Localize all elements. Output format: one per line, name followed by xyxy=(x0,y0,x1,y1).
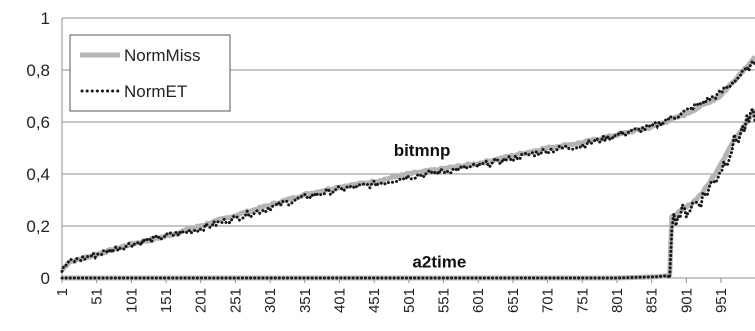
y-tick-label: 0,8 xyxy=(26,61,50,80)
x-tick-label: 501 xyxy=(401,288,418,313)
x-tick-label: 1 xyxy=(54,288,71,296)
x-tick-label: 151 xyxy=(158,288,175,313)
annotations: bitmnp a2time xyxy=(394,141,467,272)
a2time-normmiss-series-line xyxy=(61,107,755,281)
x-tick-label: 51 xyxy=(89,288,106,305)
y-tick-label: 0,6 xyxy=(26,113,50,132)
x-tick-label: 251 xyxy=(227,288,244,313)
y-tick-label: 0,4 xyxy=(26,165,50,184)
y-tick-label: 0,2 xyxy=(26,217,50,236)
x-tick-label: 201 xyxy=(193,288,210,313)
x-tick-label: 951 xyxy=(713,288,730,313)
x-tick-label: 351 xyxy=(297,288,314,313)
x-tick-label: 601 xyxy=(470,288,487,313)
x-tick-label: 851 xyxy=(644,288,661,313)
x-tick-label: 451 xyxy=(366,288,383,313)
legend-box xyxy=(69,34,231,112)
annotation-bitmnp: bitmnp xyxy=(394,141,451,160)
bitmnp-normet-series-line xyxy=(60,58,755,273)
y-axis-ticks: 0 0,2 0,4 0,6 0,8 1 xyxy=(26,9,50,288)
x-tick-label: 401 xyxy=(331,288,348,313)
y-tick-label: 0 xyxy=(41,269,50,288)
plot-area xyxy=(60,55,755,282)
x-tick-label: 801 xyxy=(609,288,626,313)
x-axis-ticks: 1 51 101 151 201 251 301 351 401 451 501 551 601 651 7… xyxy=(54,278,730,313)
x-tick-label: 751 xyxy=(574,288,591,313)
x-tick-label: 901 xyxy=(678,288,695,313)
x-tick-label: 101 xyxy=(123,288,140,313)
x-tick-label: 551 xyxy=(436,288,453,313)
x-tick-label: 701 xyxy=(540,288,557,313)
legend-label-normmiss: NormMiss xyxy=(124,46,201,65)
a2time-normet-series-line xyxy=(60,106,755,282)
y-tick-label: 1 xyxy=(41,9,50,28)
annotation-a2time: a2time xyxy=(412,253,466,272)
legend-label-normet: NormET xyxy=(124,82,187,101)
x-tick-label: 651 xyxy=(505,288,522,313)
x-tick-label: 301 xyxy=(262,288,279,313)
legend: NormMiss NormET xyxy=(69,34,231,112)
